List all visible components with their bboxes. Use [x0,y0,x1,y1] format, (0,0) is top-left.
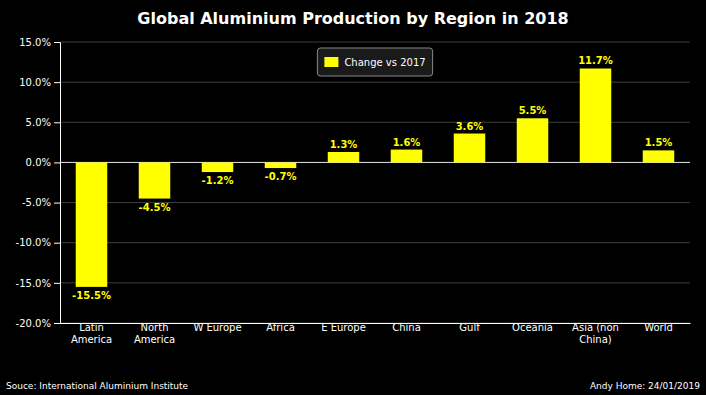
chart-title: Global Aluminium Production by Region in… [137,9,568,28]
x-tick-label: Oceania [512,322,553,333]
y-tick: 10.0% [19,77,60,88]
background [0,0,706,395]
x-tick: E Europe [321,322,366,333]
data-label: -15.5% [72,290,111,301]
y-tick-mark [54,42,60,43]
y-tick-label: -5.0% [22,197,51,208]
chart-svg: Global Aluminium Production by Region in… [0,0,706,395]
x-tick-label: Asia (nonChina) [572,322,619,345]
data-label: 1.6% [393,137,421,148]
y-tick: 5.0% [26,117,60,128]
x-tick-label-line: China [392,322,421,333]
y-tick-mark [54,283,60,284]
x-tick-label-line: Africa [266,322,295,333]
legend: Change vs 2017 [317,48,432,76]
y-tick-label: 5.0% [26,117,51,128]
bar [391,150,423,163]
x-tick: Asia (nonChina) [572,322,619,345]
x-tick-label-line: W Europe [193,322,241,333]
data-label: -0.7% [265,171,297,182]
x-tick-label-line: North [141,322,169,333]
x-tick: W Europe [193,322,241,333]
bar [454,134,486,163]
x-tick-label-line: Oceania [512,322,553,333]
y-tick-label: 15.0% [19,37,51,48]
y-tick: -20.0% [16,318,60,329]
x-tick-label-line: Asia (non [572,322,619,333]
y-tick-label: -10.0% [16,237,51,248]
legend-label: Change vs 2017 [344,57,425,68]
data-label: 5.5% [519,105,547,116]
y-tick-mark [54,323,60,324]
data-label: 1.3% [330,139,358,150]
data-labels: -15.5% -4.5% -1.2% -0.7% 1.3% 1.6% 3.6% 5.5% 11.… [72,55,672,300]
bar [643,150,675,162]
data-label: 1.5% [645,137,673,148]
x-tick: LatinAmerica [71,322,112,345]
x-tick-label: W Europe [193,322,241,333]
bar [265,162,297,168]
x-tick: NorthAmerica [134,322,175,345]
plot-area: -15.5% -4.5% -1.2% -0.7% 1.3% 1.6% 3.6% 5.5% 11.… [16,37,691,345]
bar [328,152,360,162]
bar [580,68,612,162]
x-tick-label: E Europe [321,322,366,333]
x-tick-label: NorthAmerica [134,322,175,345]
y-tick-mark [54,162,60,163]
data-label: -4.5% [139,202,171,213]
x-tick-label-line: America [71,334,112,345]
x-tick: China [392,322,421,333]
x-tick: Africa [266,322,295,333]
data-label: 11.7% [578,55,613,66]
legend-swatch [324,57,338,67]
y-axis-line [54,43,61,324]
x-tick-label-line: Latin [79,322,104,333]
grid [60,42,690,323]
annotation: Souce: International Aluminium Institute [6,381,189,391]
y-axis: -20.0% -15.0% -10.0% -5.0% 0.0% 5.0% 10.0% 15.0… [16,37,61,329]
x-tick-label-line: E Europe [321,322,366,333]
x-tick-label-line: World [644,322,673,333]
x-tick-label-line: China) [579,334,612,345]
x-tick-label-line: Gulf [459,322,480,333]
y-tick: -5.0% [22,197,60,208]
y-tick-mark [54,243,60,244]
y-tick-mark [54,203,60,204]
legend-box [317,48,432,76]
x-tick-label: Africa [266,322,295,333]
bar [202,162,234,172]
y-tick: -15.0% [16,278,60,289]
x-tick: Oceania [512,322,553,333]
y-tick-label: -20.0% [16,318,51,329]
grid-line [60,242,690,243]
chart-container: Global Aluminium Production by Region in… [0,0,706,395]
annotation: Andy Home: 24/01/2019 [590,381,700,391]
bar [517,118,549,162]
x-tick: Gulf [459,322,480,333]
x-tick-label-line: America [134,334,175,345]
y-tick-mark [54,122,60,123]
x-axis: LatinAmericaNorthAmericaW EuropeAfricaE … [61,322,691,345]
x-tick-label: China [392,322,421,333]
x-tick: World [644,322,673,333]
y-tick: -10.0% [16,237,60,248]
grid-line [60,282,690,283]
x-tick-label: Gulf [459,322,480,333]
bar [76,162,108,286]
y-tick: 15.0% [19,37,60,48]
y-tick-mark [54,82,60,83]
data-label: -1.2% [202,175,234,186]
y-tick: 0.0% [26,157,60,168]
y-tick-label: -15.0% [16,278,51,289]
bars [76,68,675,286]
data-label: 3.6% [456,121,484,132]
y-tick-label: 0.0% [26,157,51,168]
x-tick-label: LatinAmerica [71,322,112,345]
x-tick-label: World [644,322,673,333]
grid-line [60,42,690,43]
bar [139,162,171,198]
y-tick-label: 10.0% [19,77,51,88]
